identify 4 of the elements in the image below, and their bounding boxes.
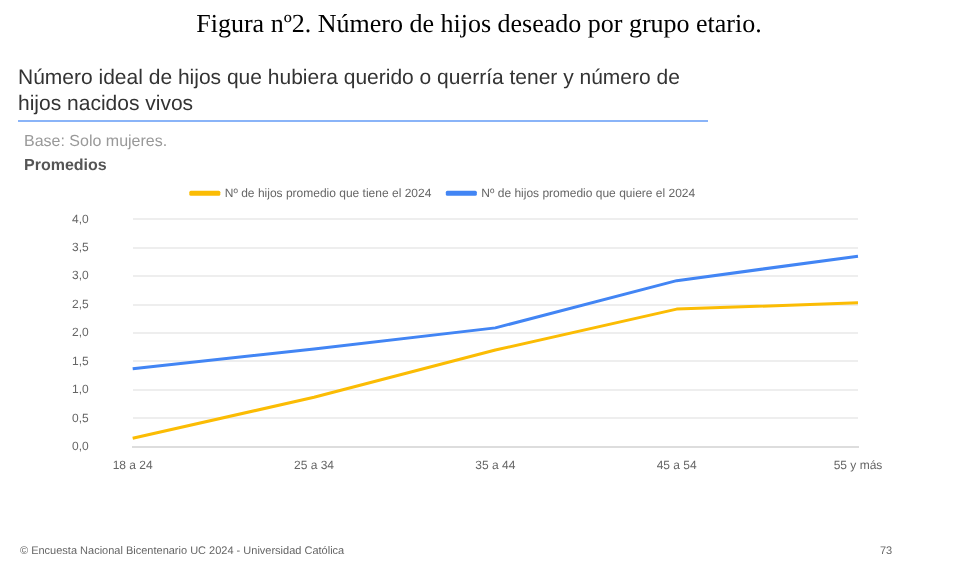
chart-title: Figura nº2. Número de hijos deseado por grupo etario. — [194, 8, 764, 40]
text: Base: Solo mujeres. — [24, 132, 168, 150]
chart-subtitle: Número ideal de hijos que hubiera querido o querría tener y número de hijos nacidos vivos — [18, 66, 708, 122]
y-axis-title: Promedios — [24, 156, 107, 174]
